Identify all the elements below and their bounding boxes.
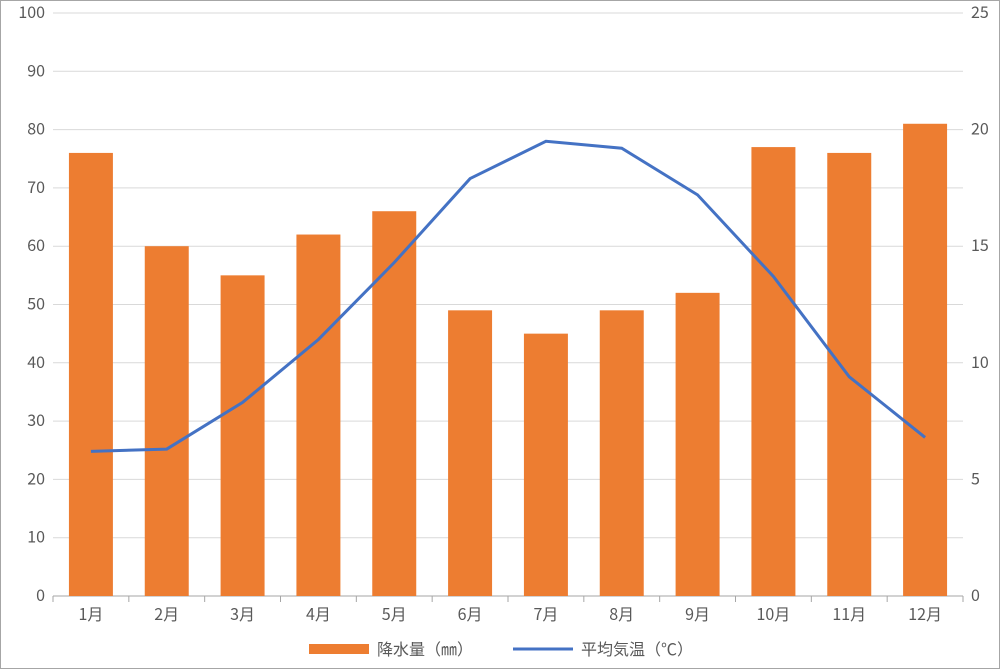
bar	[903, 124, 947, 596]
y-left-tick-label: 90	[27, 57, 45, 81]
y-left-tick-label: 60	[27, 232, 45, 256]
y-right-tick-label: 25	[971, 1, 989, 23]
x-tick-label: 8月	[609, 601, 634, 625]
x-tick-label: 2月	[154, 601, 179, 625]
y-left-tick-label: 10	[27, 524, 45, 548]
bar	[145, 246, 189, 596]
chart-frame: 0 10 20 30 40 50 60 70 80 90 100 0 5 10 15 20 25 1月 2月 3月 4月…	[0, 0, 1000, 669]
bar	[751, 147, 795, 596]
y-right-tick-label: 15	[971, 232, 989, 256]
y-left-tick-label: 0	[36, 582, 45, 606]
bar	[372, 211, 416, 596]
bar	[69, 153, 113, 596]
bar	[676, 293, 720, 596]
bar	[296, 235, 340, 596]
y-left-tick-label: 80	[27, 116, 45, 140]
legend-label: 平均気温（℃）	[581, 636, 693, 660]
y-left-tick-label: 20	[27, 465, 45, 489]
x-tick-label: 4月	[306, 601, 331, 625]
x-tick-label: 12月	[908, 601, 942, 625]
x-tick-label: 5月	[382, 601, 407, 625]
bar	[448, 310, 492, 596]
bar	[600, 310, 644, 596]
bar	[221, 275, 265, 596]
y-left-tick-label: 40	[27, 349, 45, 373]
y-left-tick-label: 50	[27, 291, 45, 315]
legend-swatch-bar	[309, 644, 369, 654]
x-tick-label: 7月	[533, 601, 558, 625]
x-tick-label: 6月	[458, 601, 483, 625]
legend-label: 降水量（㎜）	[377, 636, 473, 660]
x-tick-label: 11月	[832, 601, 866, 625]
y-left-tick-label: 30	[27, 407, 45, 431]
bar	[524, 334, 568, 596]
y-left-tick-label: 70	[27, 174, 45, 198]
x-tick-label: 3月	[230, 601, 255, 625]
x-tick-label: 10月	[757, 601, 791, 625]
y-right-tick-label: 5	[971, 465, 980, 489]
x-tick-label: 9月	[685, 601, 710, 625]
x-tick-label: 1月	[78, 601, 103, 625]
y-right-tick-label: 20	[971, 116, 989, 140]
y-right-tick-label: 10	[971, 349, 989, 373]
y-right-tick-label: 0	[971, 582, 980, 606]
y-left-tick-label: 100	[18, 1, 45, 23]
combo-chart: 0 10 20 30 40 50 60 70 80 90 100 0 5 10 15 20 25 1月 2月 3月 4月…	[1, 1, 1000, 670]
